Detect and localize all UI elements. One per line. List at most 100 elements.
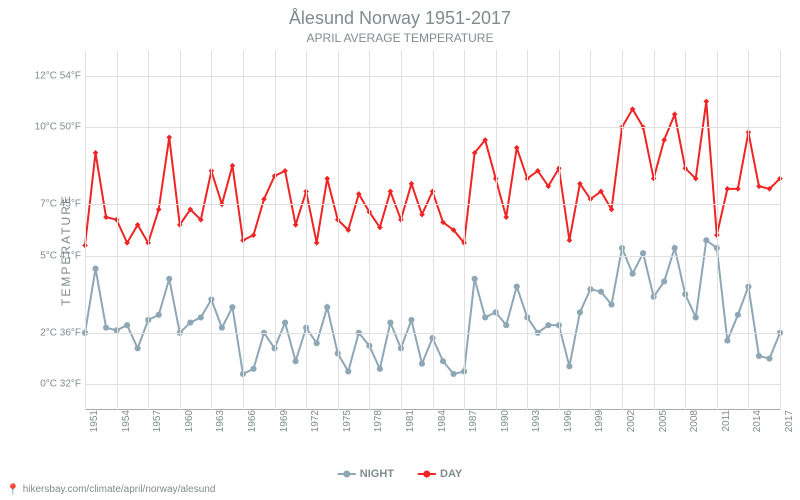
marker: [124, 322, 130, 328]
legend-label: NIGHT: [360, 468, 394, 480]
marker: [229, 304, 235, 310]
marker: [661, 278, 667, 284]
x-tick-label: 1954: [117, 410, 132, 432]
x-tick-label: 1969: [275, 410, 290, 432]
marker: [156, 207, 162, 213]
x-tick-label: 1987: [464, 410, 479, 432]
marker: [608, 301, 614, 307]
marker: [724, 337, 730, 343]
legend-label: DAY: [440, 468, 462, 480]
marker: [725, 186, 731, 192]
grid-line-v: [527, 50, 528, 410]
legend-marker-icon: [338, 473, 356, 475]
y-tick-label: 10°C 50°F: [35, 122, 85, 133]
plot-area: 0°C 32°F2°C 36°F5°C 41°F7°C 45°F10°C 50°…: [85, 50, 780, 410]
x-tick-label: 1990: [496, 410, 511, 432]
marker: [450, 371, 456, 377]
marker: [187, 319, 193, 325]
legend-item-night[interactable]: NIGHT: [338, 468, 394, 480]
marker: [92, 265, 98, 271]
marker: [735, 312, 741, 318]
marker: [661, 137, 667, 143]
y-tick-label: 5°C 41°F: [40, 250, 85, 261]
marker: [672, 245, 678, 251]
chart-subtitle: APRIL AVERAGE TEMPERATURE: [0, 29, 800, 45]
marker: [198, 314, 204, 320]
marker: [166, 135, 172, 141]
x-tick-label: 2005: [654, 410, 669, 432]
grid-line-v: [85, 50, 86, 410]
marker: [219, 325, 225, 331]
marker: [472, 276, 478, 282]
marker: [324, 176, 330, 182]
x-tick-label: 2014: [748, 410, 763, 432]
marker: [482, 314, 488, 320]
grid-line-v: [148, 50, 149, 410]
y-tick-label: 2°C 36°F: [40, 327, 85, 338]
marker: [345, 368, 351, 374]
marker: [377, 366, 383, 372]
grid-line-v: [338, 50, 339, 410]
x-tick-label: 1960: [180, 410, 195, 432]
x-tick-label: 1963: [211, 410, 226, 432]
y-tick-label: 7°C 45°F: [40, 199, 85, 210]
grid-line-v: [180, 50, 181, 410]
legend: NIGHT DAY: [338, 468, 462, 480]
marker: [409, 181, 415, 187]
grid-line-v: [780, 50, 781, 410]
chart-container: Ålesund Norway 1951-2017 APRIL AVERAGE T…: [0, 0, 800, 500]
marker: [293, 358, 299, 364]
grid-line-v: [433, 50, 434, 410]
marker: [250, 366, 256, 372]
footer-link[interactable]: 📍 hikersbay.com/climate/april/norway/ale…: [6, 483, 215, 496]
legend-item-day[interactable]: DAY: [418, 468, 462, 480]
legend-marker-icon: [418, 473, 436, 475]
grid-line-v: [117, 50, 118, 410]
marker: [514, 145, 520, 151]
marker: [577, 309, 583, 315]
grid-line-v: [306, 50, 307, 410]
marker: [388, 189, 394, 195]
marker: [514, 283, 520, 289]
x-tick-label: 1993: [527, 410, 542, 432]
marker: [324, 304, 330, 310]
grid-line-v: [275, 50, 276, 410]
marker: [598, 289, 604, 295]
marker: [703, 99, 709, 105]
x-tick-label: 1984: [433, 410, 448, 432]
grid-line-v: [401, 50, 402, 410]
grid-line-v: [369, 50, 370, 410]
marker: [103, 214, 109, 220]
x-tick-label: 2008: [685, 410, 700, 432]
grid-line-v: [654, 50, 655, 410]
x-tick-label: 1996: [559, 410, 574, 432]
grid-line-v: [211, 50, 212, 410]
grid-line-v: [243, 50, 244, 410]
grid-line-v: [748, 50, 749, 410]
marker: [766, 355, 772, 361]
marker: [629, 271, 635, 277]
marker: [156, 312, 162, 318]
y-tick-label: 0°C 32°F: [40, 379, 85, 390]
marker: [230, 163, 236, 169]
marker: [166, 276, 172, 282]
grid-line-v: [559, 50, 560, 410]
x-tick-label: 2002: [622, 410, 637, 432]
marker: [566, 363, 572, 369]
marker: [735, 186, 741, 192]
grid-line-v: [685, 50, 686, 410]
x-tick-label: 1981: [401, 410, 416, 432]
grid-line-v: [464, 50, 465, 410]
grid-line-v: [622, 50, 623, 410]
x-tick-label: 1951: [85, 410, 100, 432]
marker: [756, 353, 762, 359]
marker: [135, 345, 141, 351]
marker: [567, 237, 573, 243]
x-tick-label: 1966: [243, 410, 258, 432]
chart-title: Ålesund Norway 1951-2017: [0, 0, 800, 29]
x-tick-label: 1957: [148, 410, 163, 432]
marker: [93, 150, 99, 156]
grid-line-v: [590, 50, 591, 410]
y-tick-label: 12°C 54°F: [35, 70, 85, 81]
marker: [693, 314, 699, 320]
